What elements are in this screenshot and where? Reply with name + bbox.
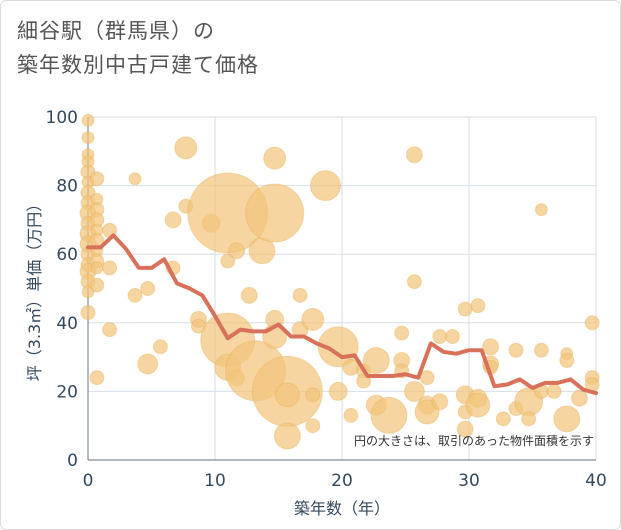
- bubble-point: [89, 370, 105, 386]
- bubble-point: [292, 287, 308, 303]
- bubble-point: [534, 203, 548, 217]
- y-tick-label: 40: [56, 314, 78, 334]
- bubble-point: [137, 353, 159, 375]
- bubble-point: [220, 253, 236, 269]
- bubble-point: [102, 260, 118, 276]
- bubble-point: [90, 261, 104, 275]
- bubble-point: [495, 411, 511, 427]
- y-tick-label: 20: [56, 382, 78, 402]
- bubble-point: [403, 380, 425, 402]
- x-tick-label: 40: [585, 471, 607, 491]
- title-line-1: 細谷駅（群馬県）の: [17, 19, 215, 43]
- bubble-point: [263, 146, 287, 170]
- x-tick-label: 10: [204, 471, 226, 491]
- bubble-point: [405, 146, 423, 164]
- bubble-point: [127, 287, 143, 303]
- bubble-point: [370, 396, 408, 434]
- bubble-point: [309, 170, 341, 202]
- x-axis-label: 築年数（年）: [294, 499, 390, 518]
- bubble-point: [89, 171, 105, 187]
- bubble-point: [273, 422, 301, 450]
- bubble-point: [228, 242, 246, 260]
- x-tick-label: 0: [83, 471, 94, 491]
- bubble-point: [482, 338, 500, 356]
- bubble-point: [431, 393, 449, 411]
- bubble-point: [102, 322, 118, 338]
- chart-title: 細谷駅（群馬県）の 築年数別中古戸建て価格: [17, 14, 259, 82]
- bubble-point: [419, 370, 435, 386]
- bubble-point: [328, 381, 348, 401]
- bubble-point: [546, 383, 562, 399]
- bubble-point: [394, 325, 410, 341]
- bubble-point: [508, 342, 524, 358]
- bubble-point: [81, 113, 95, 127]
- bubble-point: [533, 342, 549, 358]
- bubble-point: [81, 285, 95, 299]
- bubble-point: [305, 387, 321, 403]
- axis-ticks: 0 20 40 60 80 100 0 10 20 30 40: [46, 108, 607, 491]
- bubble-point: [456, 420, 474, 438]
- bubble-point: [343, 407, 359, 423]
- bubble-point: [457, 301, 473, 317]
- y-tick-label: 0: [67, 451, 78, 471]
- x-tick-label: 30: [458, 471, 480, 491]
- bubble-point: [559, 353, 575, 369]
- bubble-point: [164, 211, 182, 229]
- bubble-point: [128, 172, 142, 186]
- bubble-point: [80, 305, 96, 321]
- y-tick-label: 60: [56, 245, 78, 265]
- bubble-point: [521, 411, 537, 427]
- bubble-point: [553, 405, 581, 433]
- average-price-line: [86, 233, 598, 396]
- bubble-point: [81, 131, 95, 145]
- bubble-size-note: 円の大きさは、取引のあった物件面積を示す: [354, 433, 594, 448]
- bubble-point: [140, 281, 156, 296]
- bubble-point: [245, 183, 305, 243]
- y-tick-label: 80: [56, 177, 78, 197]
- bubble-point: [240, 286, 258, 304]
- bubble-point: [305, 418, 321, 434]
- title-line-2: 築年数別中古戸建て価格: [17, 53, 259, 77]
- bubble-point: [301, 307, 325, 331]
- bubble-point: [570, 389, 588, 407]
- bubble-point: [174, 136, 198, 160]
- bubble-point: [465, 392, 491, 418]
- bubble-point: [274, 382, 300, 408]
- bubble-point: [584, 315, 600, 331]
- x-tick-label: 20: [331, 471, 353, 491]
- bubble-point: [444, 329, 460, 345]
- y-tick-label: 100: [46, 108, 78, 128]
- bubble-point: [432, 329, 448, 345]
- bubble-point: [362, 347, 390, 375]
- bubble-point: [470, 298, 486, 314]
- bubble-point: [406, 274, 422, 290]
- bubble-point: [152, 339, 168, 355]
- y-axis-label: 坪（3.3㎡）単価（万円）: [25, 196, 44, 381]
- bubble-series: [79, 113, 600, 450]
- bubble-point: [89, 277, 105, 293]
